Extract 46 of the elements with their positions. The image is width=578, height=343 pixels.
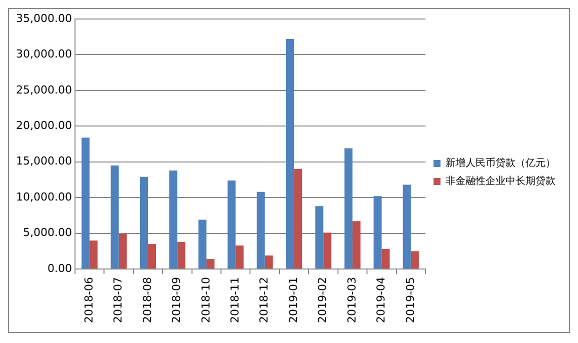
- bar: [410, 251, 419, 269]
- bar: [402, 184, 411, 269]
- y-tick-label: 15,000.00: [16, 154, 72, 168]
- bar: [198, 220, 206, 269]
- bar: [315, 206, 324, 269]
- x-tick-label: 2019-02: [316, 277, 330, 324]
- legend-label: 新增人民币贷款（亿元）: [446, 157, 556, 170]
- x-tick-label: 2018-10: [199, 277, 212, 324]
- x-tick-label: 2019-01: [286, 277, 300, 324]
- y-tick-label: 10,000.00: [16, 190, 72, 204]
- bar: [82, 138, 90, 269]
- bar: [374, 196, 382, 269]
- legend-label: 非金融性企业中长期贷款: [446, 175, 556, 188]
- bar: [236, 245, 244, 269]
- bar: [177, 242, 186, 269]
- x-tick-label: 2019-05: [404, 277, 417, 324]
- y-tick-label: 0.00: [47, 262, 72, 275]
- x-tick-label: 2018-06: [82, 277, 96, 324]
- y-tick-label: 25,000.00: [16, 83, 72, 96]
- bar: [169, 170, 178, 269]
- x-tick-label: 2018-08: [140, 277, 154, 324]
- bar: [110, 165, 119, 269]
- x-tick-label: 2018-07: [112, 277, 125, 324]
- bar: [344, 148, 352, 269]
- bar: [90, 240, 98, 269]
- x-tick-label: 2018-11: [228, 277, 242, 324]
- y-tick-label: 30,000.00: [16, 48, 72, 61]
- bar: [206, 259, 214, 269]
- x-tick-label: 2019-03: [345, 277, 358, 324]
- x-tick-label: 2019-04: [374, 277, 388, 324]
- bar: [140, 176, 148, 269]
- y-tick-label: 35,000.00: [16, 12, 72, 25]
- x-tick-label: 2018-12: [258, 277, 271, 324]
- bar: [352, 221, 361, 269]
- bar: [286, 39, 294, 269]
- y-tick-label: 5,000.00: [23, 226, 72, 240]
- bar: [294, 169, 302, 269]
- bar: [323, 232, 332, 269]
- x-tick-label: 2018-09: [170, 277, 184, 324]
- bar: [382, 249, 390, 269]
- bar: [118, 234, 127, 269]
- bar: [228, 180, 236, 269]
- bar: [256, 192, 265, 269]
- bar: [264, 255, 273, 269]
- bar: [148, 244, 156, 269]
- y-tick-label: 20,000.00: [16, 119, 72, 132]
